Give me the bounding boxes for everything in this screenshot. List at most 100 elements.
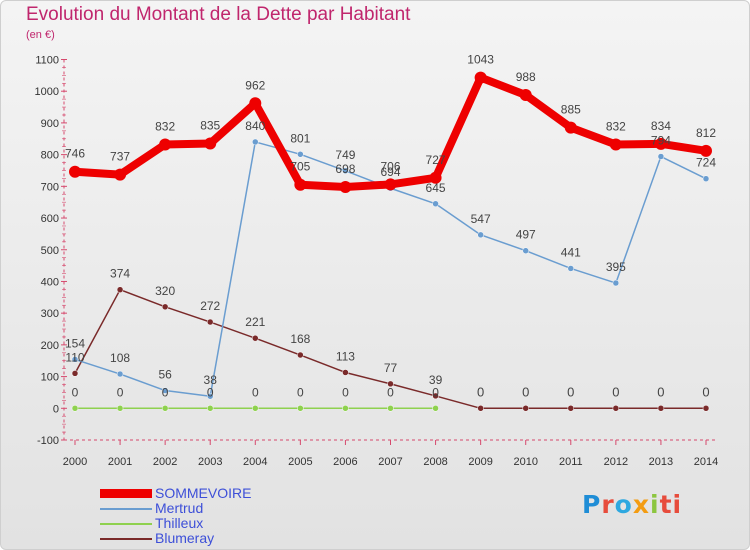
data-label: 56 [158,368,172,382]
data-point [297,151,304,158]
y-tick-label: 600 [41,213,59,225]
data-point [432,405,439,412]
data-point [342,405,349,412]
data-point [116,370,124,378]
x-tick-label: 2011 [559,456,583,468]
chart-title: Evolution du Montant de la Dette par Hab… [26,4,411,25]
data-point [297,351,304,359]
data-label: 547 [471,212,491,226]
data-point [429,171,442,184]
data-label: 840 [245,119,265,133]
logo-letter: r [601,490,615,519]
data-label: 885 [561,103,581,117]
data-point [206,318,214,326]
data-point [702,175,710,182]
data-point [609,138,622,151]
data-label: 320 [155,284,175,298]
data-label: 0 [657,384,664,399]
data-point [294,178,307,191]
data-label: 0 [207,385,214,399]
data-point [161,405,169,412]
data-point [159,138,172,151]
data-label: 749 [335,148,355,162]
legend-item: Thilleux [100,516,320,531]
legend-label: Thilleux [155,515,204,531]
data-label: 77 [384,361,398,375]
data-label: 0 [432,385,439,399]
data-point [342,369,349,376]
x-tick-label: 2006 [333,456,357,468]
data-label: 113 [336,349,355,363]
y-tick-label: 200 [41,340,59,352]
data-point [567,265,575,272]
data-label: 694 [380,165,400,179]
data-point [204,137,217,150]
legend-label: SOMMEVOIRE [155,485,252,501]
data-label: 0 [567,384,574,399]
x-tick-label: 2003 [198,456,222,468]
data-point [522,405,529,412]
y-tick-label: 1100 [35,55,59,67]
data-label: 0 [297,385,304,399]
y-tick-label: 300 [41,308,59,320]
data-label: 0 [342,385,349,399]
data-label: 727 [426,153,446,167]
data-point [384,178,397,191]
y-tick-label: 900 [41,118,59,130]
data-label: 374 [110,267,130,281]
x-tick-label: 2000 [63,456,87,468]
data-point [339,180,352,193]
data-point [342,167,349,175]
data-label: 221 [245,315,265,329]
data-point [519,89,532,102]
y-tick-label: 400 [41,276,59,288]
data-point [252,138,259,146]
legend: SOMMEVOIRE Mertrud Thilleux Blumeray [100,486,320,546]
x-tick-label: 2004 [243,456,267,468]
data-label: 834 [651,119,671,133]
data-label: 724 [696,156,716,170]
unit-label: (en €) [26,29,55,41]
data-point [161,387,169,394]
data-label: 832 [155,119,175,133]
data-label: 395 [606,260,626,274]
data-point [161,303,169,311]
data-label: 988 [516,70,536,84]
data-point [387,405,394,412]
logo-letter: P [582,490,602,519]
legend-swatch [100,489,152,498]
y-tick-label: -100 [37,435,59,447]
x-tick-label: 2002 [153,456,177,468]
data-label: 645 [426,181,446,195]
x-tick-label: 2001 [108,456,132,468]
data-label: 794 [651,134,671,148]
data-point [474,71,487,84]
data-label: 812 [696,126,716,140]
data-point [612,405,620,412]
data-label: 0 [252,385,259,399]
data-label: 746 [65,147,85,161]
data-point [116,405,124,412]
data-point [206,392,214,400]
legend-label: Mertrud [155,500,204,516]
data-label: 39 [429,373,443,387]
data-point [657,153,665,160]
data-point [612,279,620,287]
logo-letter: o [614,490,633,519]
data-label: 962 [245,78,265,92]
data-label: 154 [65,336,85,350]
x-tick-label: 2008 [423,456,447,468]
data-label: 0 [702,384,709,399]
data-point [522,247,529,254]
x-tick-label: 2007 [378,456,402,468]
data-label: 801 [290,131,310,145]
data-label: 705 [290,160,310,174]
x-tick-label: 2010 [513,456,537,468]
data-label: 706 [380,159,400,173]
data-label: 0 [612,384,619,399]
legend-swatch [100,507,152,510]
data-label: 0 [117,385,124,399]
data-point [71,356,79,363]
x-tick-label: 2014 [694,456,718,468]
